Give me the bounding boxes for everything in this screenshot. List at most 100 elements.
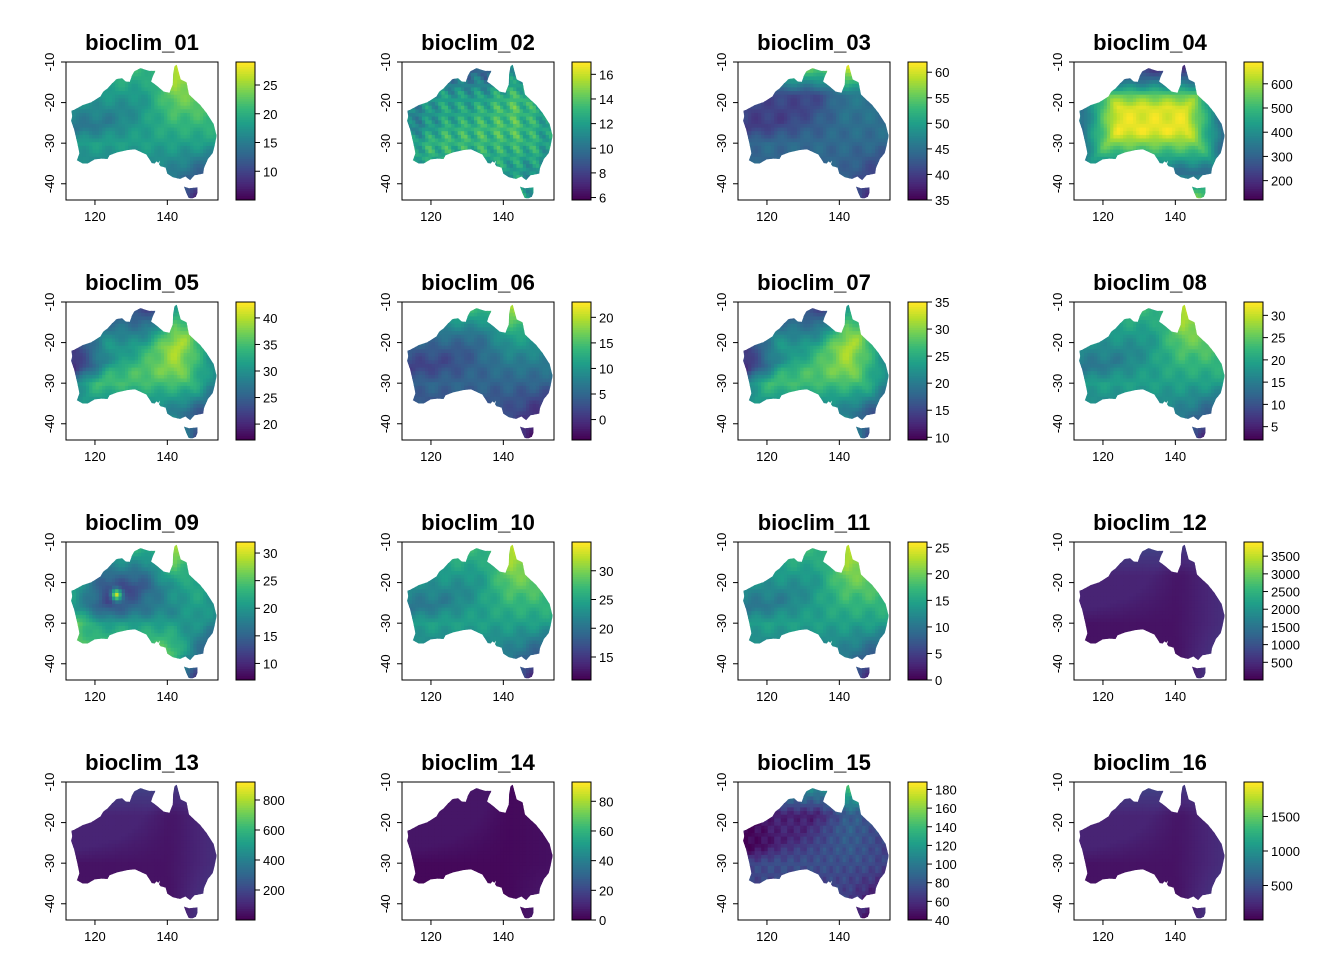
raster-cell: [784, 79, 788, 84]
raster-cell: [131, 112, 136, 117]
raster-cell: [98, 75, 103, 81]
raster-cell: [467, 170, 472, 176]
raster-cell: [474, 170, 478, 176]
raster-cell: [180, 159, 185, 165]
raster-cell: [797, 72, 801, 77]
legend-swatch: [236, 147, 255, 150]
raster-cell: [118, 130, 123, 135]
raster-cell: [467, 181, 472, 186]
raster-cell: [810, 79, 814, 84]
raster-cell: [751, 163, 756, 168]
raster-cell: [810, 97, 814, 102]
raster-cell: [503, 148, 508, 154]
raster-cell: [212, 68, 217, 73]
raster-cell: [98, 181, 103, 186]
raster-cell: [829, 112, 834, 117]
raster-cell: [173, 94, 178, 99]
raster-cell: [787, 119, 792, 124]
raster-cell: [787, 156, 792, 161]
raster-cell: [477, 141, 482, 146]
raster-cell: [493, 116, 498, 121]
raster-cell: [418, 174, 423, 179]
raster-cell: [496, 192, 501, 197]
raster-cell: [82, 167, 87, 172]
raster-cell: [522, 174, 527, 179]
raster-cell: [125, 130, 129, 135]
raster-cell: [164, 72, 168, 77]
raster-cell: [408, 170, 413, 176]
raster-cell: [128, 156, 133, 161]
raster-cell: [407, 185, 410, 190]
raster-cell: [477, 94, 482, 99]
raster-cell: [112, 159, 116, 165]
raster-cell: [76, 141, 80, 146]
raster-cell: [186, 145, 191, 150]
raster-cell: [548, 134, 553, 139]
raster-cell: [474, 116, 478, 121]
raster-cell: [532, 112, 537, 117]
raster-cell: [95, 174, 100, 179]
raster-cell: [170, 156, 175, 161]
raster-cell: [513, 64, 517, 70]
raster-cell: [845, 101, 850, 106]
raster-cell: [186, 123, 191, 128]
raster-cell: [816, 101, 821, 106]
raster-cell: [147, 105, 152, 110]
raster-cell: [138, 79, 142, 84]
raster-cell: [95, 123, 100, 128]
raster-cell: [425, 130, 430, 135]
raster-cell: [500, 119, 504, 124]
legend-swatch: [572, 105, 591, 109]
raster-cell: [177, 178, 181, 183]
raster-cell: [744, 105, 749, 110]
raster-cell: [754, 123, 759, 128]
raster-cell: [212, 192, 217, 197]
raster-cell: [770, 130, 775, 135]
raster-cell: [186, 148, 191, 154]
raster-cell: [487, 152, 491, 157]
legend-swatch: [236, 96, 255, 100]
raster-cell: [500, 86, 504, 92]
raster-cell: [467, 174, 472, 179]
raster-cell: [774, 119, 779, 124]
raster-cell: [503, 192, 508, 197]
raster-cell: [513, 159, 517, 165]
raster-cell: [438, 83, 443, 88]
raster-cell: [412, 178, 416, 183]
raster-cell: [548, 75, 553, 81]
raster-cell: [118, 68, 123, 73]
raster-cell: [451, 170, 456, 176]
legend-swatch: [572, 80, 591, 84]
raster-cell: [154, 119, 159, 124]
raster-cell: [770, 112, 775, 117]
raster-cell: [513, 75, 517, 81]
raster-cell: [415, 159, 420, 165]
raster-cell: [451, 112, 456, 117]
raster-cell: [421, 68, 426, 73]
raster-cell: [196, 72, 201, 77]
raster-cell: [444, 192, 449, 197]
raster-cell: [522, 64, 527, 70]
raster-cell: [98, 97, 103, 102]
raster-cell: [839, 134, 844, 139]
raster-cell: [170, 126, 175, 132]
raster-cell: [793, 116, 798, 121]
raster-cell: [800, 68, 805, 73]
raster-cell: [72, 97, 77, 102]
raster-cell: [164, 86, 168, 92]
raster-cell: [803, 130, 808, 135]
raster-cell: [421, 148, 426, 154]
raster-cell: [415, 178, 420, 183]
raster-cell: [92, 145, 97, 150]
raster-cell: [467, 64, 472, 70]
raster-cell: [154, 123, 159, 128]
raster-cell: [79, 79, 84, 84]
raster-cell: [832, 185, 837, 190]
raster-cell: [157, 64, 162, 70]
raster-cell: [209, 105, 214, 110]
raster-cell: [506, 108, 511, 113]
y-tick-label: -10: [378, 53, 393, 72]
raster-cell: [454, 159, 459, 165]
raster-cell: [85, 137, 90, 143]
raster-cell: [813, 97, 818, 102]
